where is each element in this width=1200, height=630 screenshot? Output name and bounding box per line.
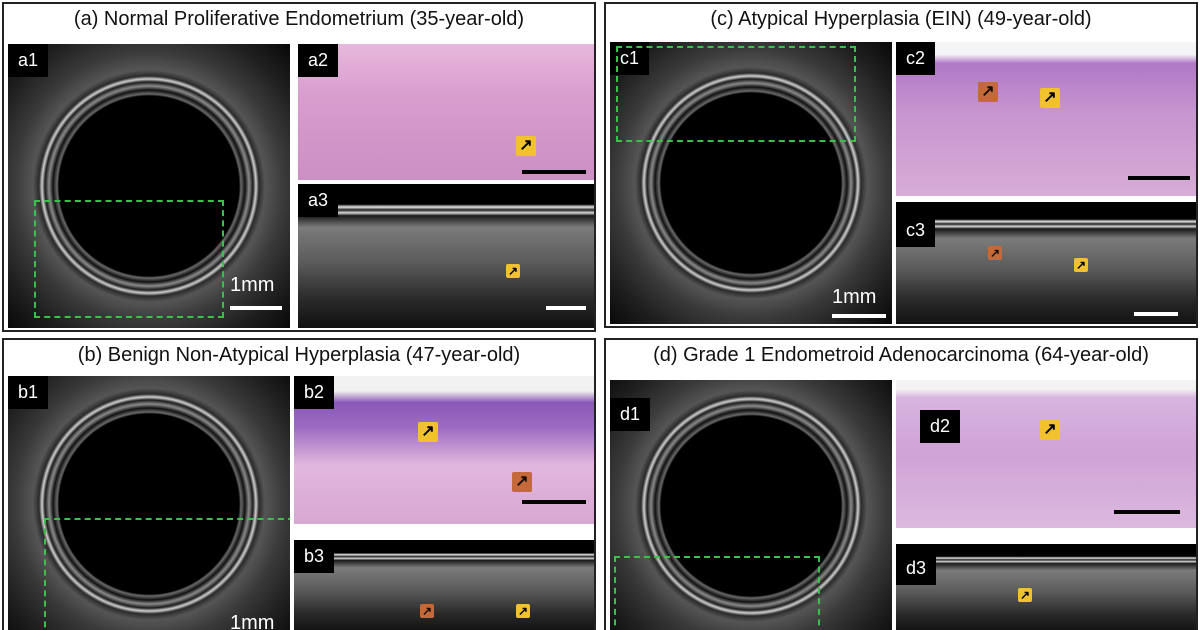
subpanel-label: c2	[896, 42, 936, 75]
panel-title: (b) Benign Non-Atypical Hyperplasia (47-…	[77, 344, 521, 366]
panel-d: (d) Grade 1 Endometroid Adenocarcinoma (…	[604, 338, 1198, 630]
arrow-north-east-icon: ↗	[418, 422, 438, 442]
panel-title: (a) Normal Proliferative Endometrium (35…	[73, 8, 525, 30]
subpanel-label: b2	[294, 376, 335, 409]
panel-title: (c) Atypical Hyperplasia (EIN) (49-year-…	[710, 8, 1092, 30]
arrow-north-east-icon: ↗	[512, 472, 532, 492]
histology-image: d2 ↗	[896, 380, 1196, 528]
region-of-interest-box	[34, 200, 224, 318]
oct-cross-section-image: b1 1mm	[8, 376, 290, 630]
scale-bar	[832, 314, 886, 318]
oct-b-scan-image: d3 ↗	[896, 544, 1196, 630]
subpanel-label: d3	[896, 552, 937, 585]
scale-bar	[546, 306, 586, 310]
oct-cross-section-image: c1 1mm	[610, 42, 892, 324]
scale-bar	[1114, 510, 1180, 514]
subpanel-label: a2	[298, 44, 339, 77]
region-of-interest-box	[616, 46, 856, 142]
scale-bar-label: 1mm	[230, 274, 275, 296]
scale-bar-label: 1mm	[832, 286, 877, 308]
oct-b-scan-image: c3 ↗ ↗	[896, 202, 1196, 324]
oct-b-scan-image: b3 ↗ ↗	[294, 540, 594, 630]
panel-b: (b) Benign Non-Atypical Hyperplasia (47-…	[2, 338, 596, 630]
subpanel-label: d1	[610, 398, 651, 431]
region-of-interest-box	[614, 556, 820, 630]
oct-b-scan-image: a3 ↗	[298, 184, 594, 328]
scale-bar	[522, 500, 586, 504]
subpanel-label: c3	[896, 214, 936, 247]
scale-bar	[230, 306, 282, 310]
arrow-north-east-icon: ↗	[1018, 588, 1032, 602]
arrow-north-east-icon: ↗	[978, 82, 998, 102]
panel-a: (a) Normal Proliferative Endometrium (35…	[2, 2, 596, 332]
subpanel-label: b1	[8, 376, 49, 409]
histology-image: a2 ↗	[298, 44, 594, 180]
arrow-north-east-icon: ↗	[1040, 420, 1060, 440]
subpanel-label: a1	[8, 44, 49, 77]
arrow-north-east-icon: ↗	[1040, 88, 1060, 108]
histology-image: b2 ↗ ↗	[294, 376, 594, 524]
oct-cross-section-image: d1	[610, 380, 892, 630]
subpanel-label: b3	[294, 540, 335, 573]
panel-c: (c) Atypical Hyperplasia (EIN) (49-year-…	[604, 2, 1198, 328]
scale-bar	[1134, 312, 1178, 316]
scale-bar	[522, 170, 586, 174]
region-of-interest-box	[44, 518, 290, 630]
arrow-north-east-icon: ↗	[1074, 258, 1088, 272]
subpanel-label: a3	[298, 184, 339, 217]
arrow-north-east-icon: ↗	[988, 246, 1002, 260]
scale-bar	[1128, 176, 1190, 180]
scale-bar-label: 1mm	[230, 612, 275, 630]
arrow-north-east-icon: ↗	[516, 136, 536, 156]
arrow-north-east-icon: ↗	[516, 604, 530, 618]
arrow-north-east-icon: ↗	[506, 264, 520, 278]
arrow-north-east-icon: ↗	[420, 604, 434, 618]
panel-title: (d) Grade 1 Endometroid Adenocarcinoma (…	[653, 344, 1149, 366]
subpanel-label: d2	[920, 410, 961, 443]
histology-image: c2 ↗ ↗	[896, 42, 1196, 196]
oct-cross-section-image: a1 1mm	[8, 44, 290, 328]
